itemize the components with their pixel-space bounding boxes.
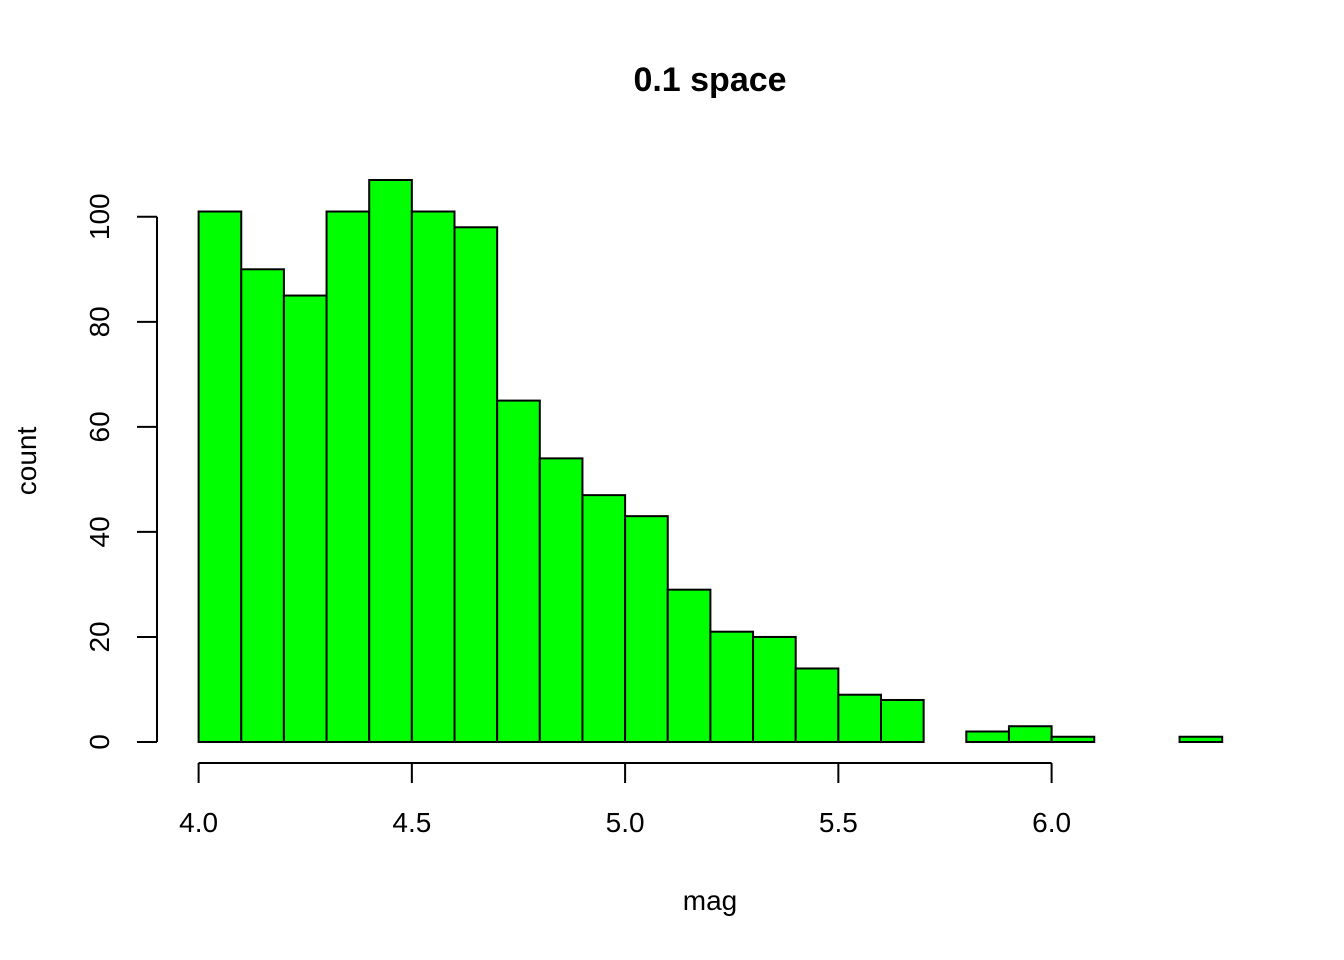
x-tick-label: 5.5 — [819, 807, 858, 838]
histogram-bar — [453, 226, 499, 743]
histogram-bar — [325, 210, 371, 743]
histogram-bar — [1050, 735, 1096, 743]
histogram-bar — [837, 693, 882, 743]
chart-title: 0.1 space — [633, 61, 786, 99]
histogram-bar — [282, 294, 328, 743]
histogram-bar — [410, 210, 456, 743]
y-tick-label: 100 — [84, 193, 115, 240]
histogram-bar — [752, 635, 797, 744]
x-axis: 4.0 4.5 5.0 5.5 6.0 — [179, 762, 1071, 838]
histogram-bar — [794, 667, 840, 743]
histogram-bar — [1178, 735, 1224, 743]
x-tick-label: 4.5 — [392, 807, 431, 838]
histogram-bar — [1007, 725, 1053, 743]
y-tick-label: 80 — [84, 306, 115, 337]
y-axis: 0 20 40 60 80 100 — [84, 193, 158, 750]
histogram-bar — [965, 730, 1010, 743]
histogram-bar — [581, 494, 627, 744]
histogram-bar — [880, 698, 925, 743]
x-axis-label: mag — [683, 885, 737, 916]
histogram-bar — [496, 399, 541, 743]
histogram-bar — [240, 268, 285, 743]
y-tick-label: 60 — [84, 411, 115, 442]
x-tick-label: 5.0 — [606, 807, 645, 838]
y-tick-label: 0 — [84, 734, 115, 750]
histogram-bar — [709, 630, 755, 744]
x-tick-label: 6.0 — [1032, 807, 1071, 838]
bars-group — [197, 179, 1224, 744]
x-tick-label: 4.0 — [179, 807, 218, 838]
histogram-bar — [368, 179, 413, 743]
histogram-bar — [666, 588, 712, 743]
y-tick-label: 20 — [84, 621, 115, 652]
histogram-bar — [624, 515, 669, 744]
y-axis-label: count — [11, 427, 42, 496]
histogram-bar — [538, 457, 584, 743]
histogram-bar — [197, 210, 243, 743]
y-tick-label: 40 — [84, 516, 115, 547]
